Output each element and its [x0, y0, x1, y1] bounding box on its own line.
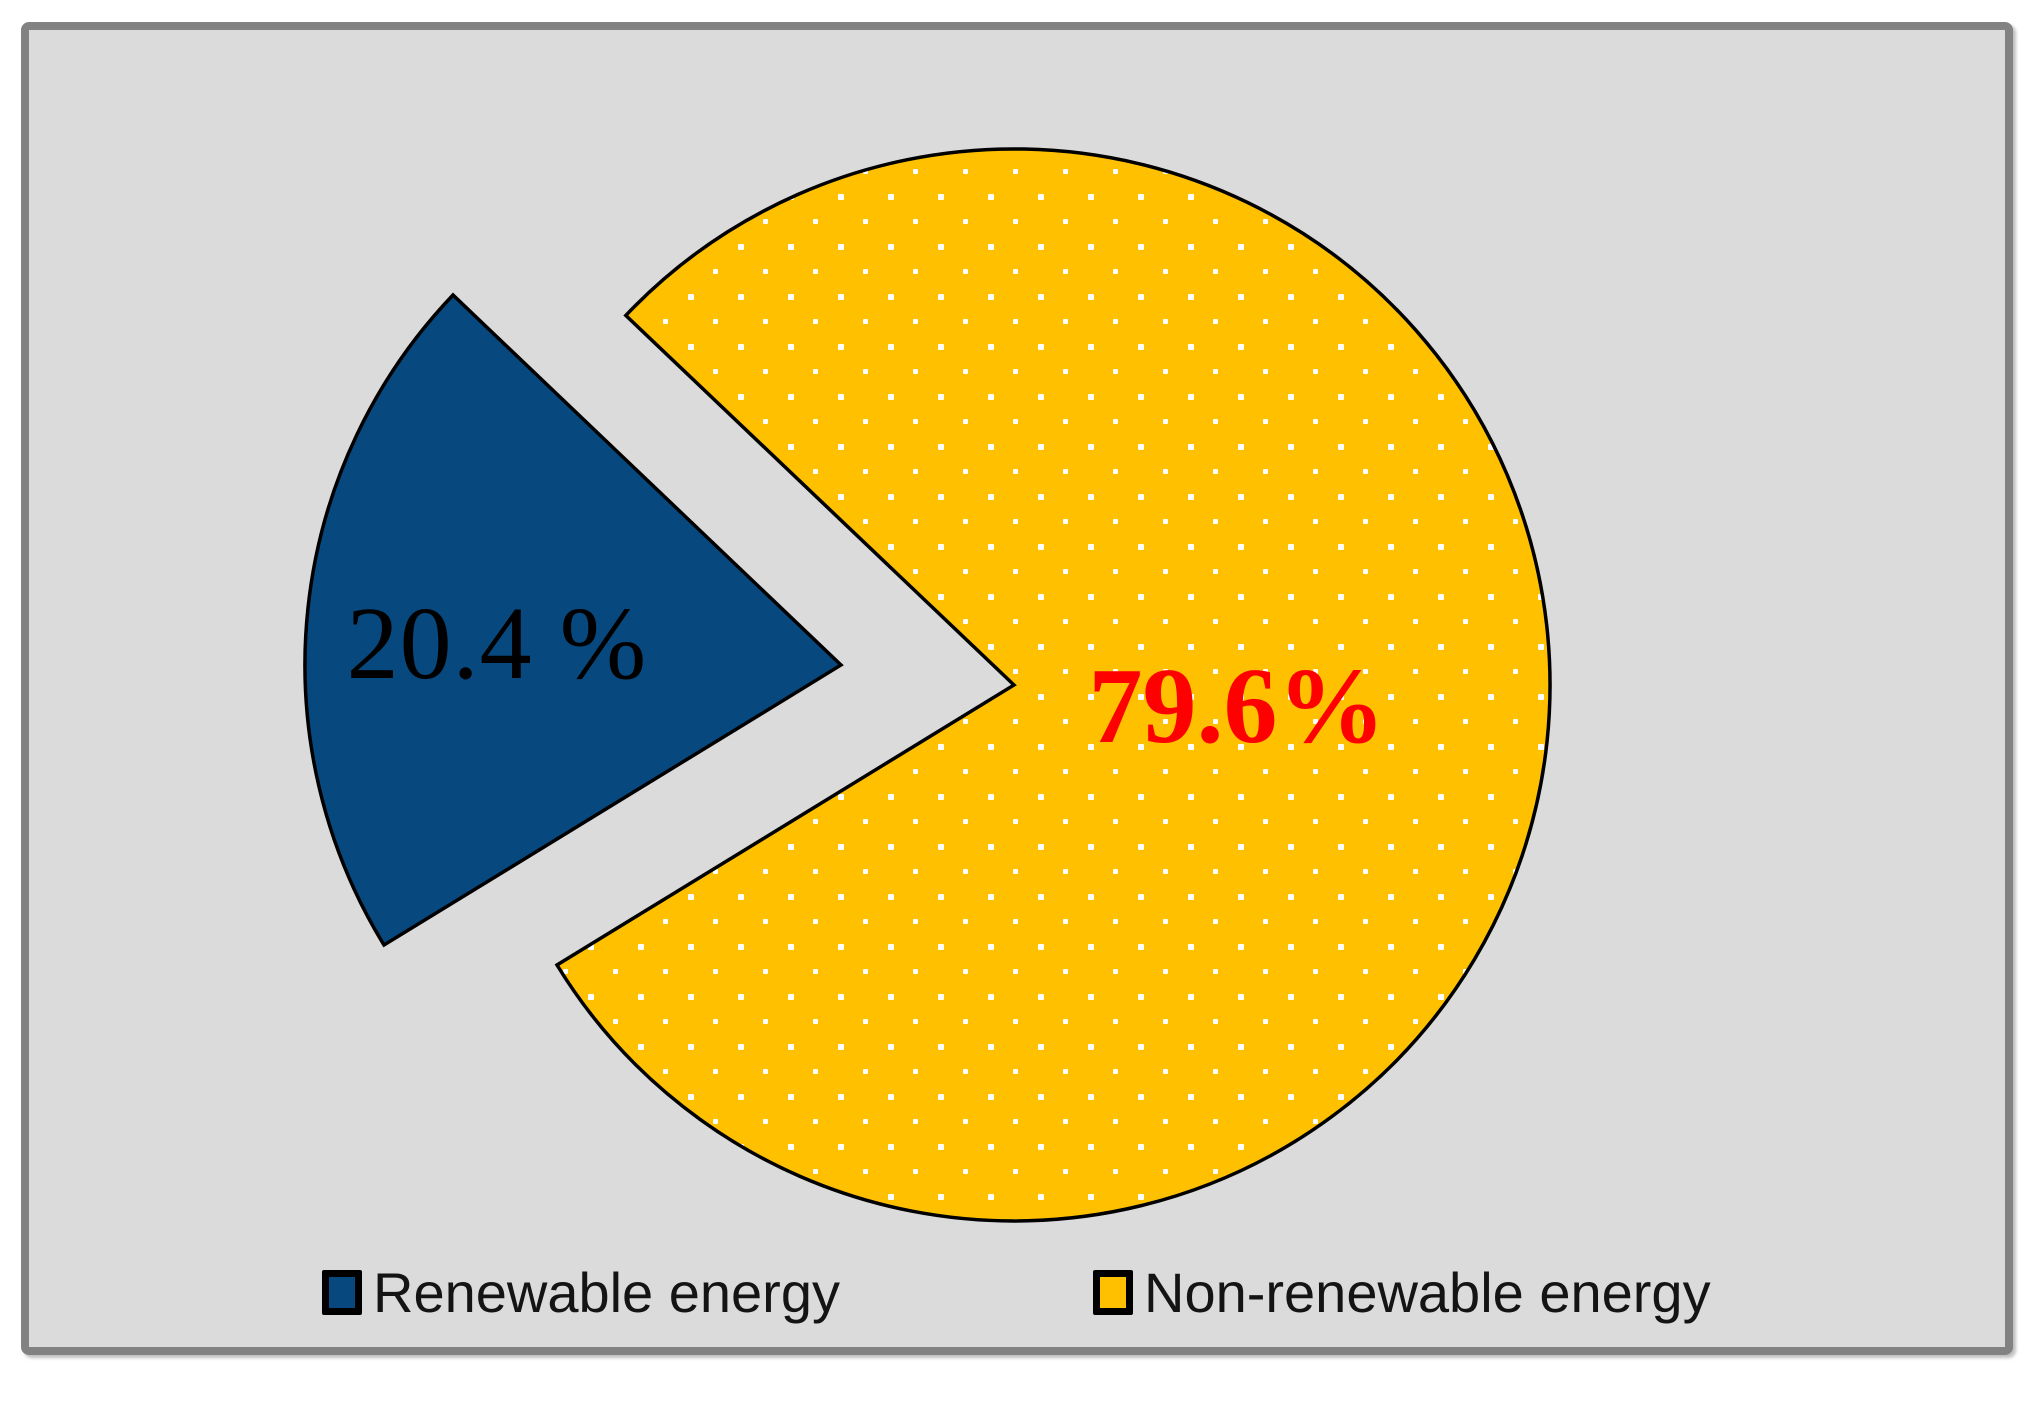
pie-slice-nonrenewable — [554, 147, 1552, 1223]
legend-label-renewable: Renewable energy — [373, 1260, 840, 1324]
legend-item-renewable: Renewable energy — [322, 1256, 840, 1328]
chart-frame: 20.4 % 79.6% Renewable energy Non-renewa… — [21, 22, 2013, 1355]
legend-swatch-nonrenewable-icon — [1093, 1269, 1133, 1315]
slice-label-renewable: 20.4 % — [346, 586, 648, 701]
pie-chart — [303, 147, 1552, 1223]
pie-slice-renewable — [303, 292, 844, 948]
slice-label-nonrenewable: 79.6% — [1088, 647, 1386, 766]
legend-item-nonrenewable: Non-renewable energy — [1093, 1256, 1711, 1328]
legend-swatch-renewable-icon — [322, 1269, 362, 1315]
legend-label-nonrenewable: Non-renewable energy — [1144, 1260, 1711, 1324]
